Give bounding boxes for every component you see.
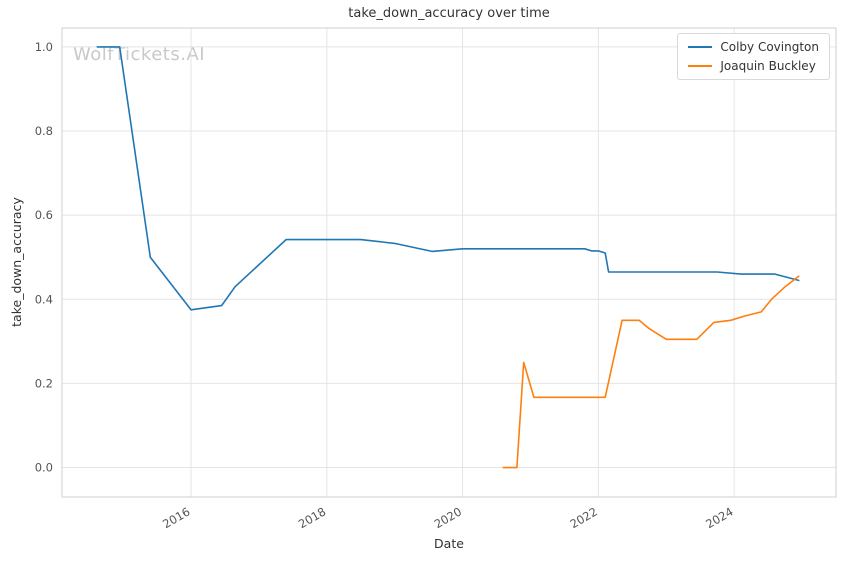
legend-item-joaquin-buckley: Joaquin Buckley [688,60,819,72]
legend-swatch-joaquin-buckley [688,65,713,67]
x-tick-label: 2022 [568,504,600,531]
x-tick-label: 2020 [432,504,464,531]
y-axis-label: take_down_accuracy [9,197,24,327]
y-tick-label: 0.4 [35,292,53,306]
gridlines [62,28,836,497]
watermark: WolfTickets.AI [73,44,206,65]
y-tick-label: 0.8 [35,124,53,138]
tick-labels: 0.0 0.2 0.4 0.6 0.8 1.0 2016 2018 2020 2022 2024 [35,40,736,531]
plot-border [61,27,837,498]
legend-swatch-colby-covington [688,46,713,48]
y-tick-label: 1.0 [35,40,53,54]
y-tick-label: 0.6 [35,208,53,222]
x-tick-label: 2016 [160,504,192,531]
x-tick-label: 2018 [296,504,328,531]
y-tick-label: 0.0 [35,461,53,475]
series-line-colby-covington [96,46,800,311]
series-line-joaquin-buckley [502,275,800,469]
y-tick-label: 0.2 [35,376,53,390]
x-tick-label: 2024 [703,504,735,531]
legend: Colby Covington Joaquin Buckley [677,33,830,80]
legend-label: Colby Covington [720,40,819,54]
legend-label: Joaquin Buckley [720,59,816,73]
legend-item-colby-covington: Colby Covington [688,41,819,53]
chart-title: take_down_accuracy over time [348,6,550,21]
x-axis-label: Date [434,536,464,551]
